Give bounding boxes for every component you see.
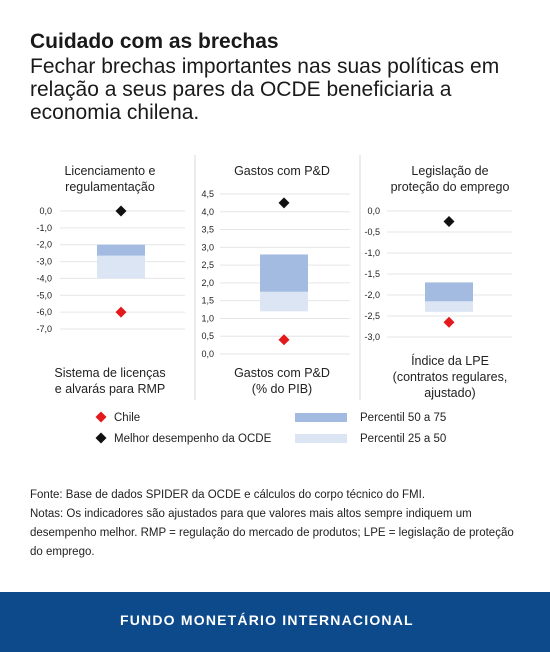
y-tick-label: 2,0 [201, 278, 214, 288]
y-tick-label: -3,0 [36, 257, 52, 267]
legend-chile-label: Chile [114, 412, 140, 424]
best-oecd-marker [115, 205, 127, 217]
box-p50-p75 [260, 254, 308, 292]
y-tick-label: -1,0 [364, 248, 380, 258]
y-tick-label: -4,0 [36, 273, 52, 283]
panel-bottom-label-line: Índice da LPE [411, 353, 489, 368]
best-oecd-marker [278, 197, 290, 209]
chile-marker [115, 306, 127, 318]
panel-title-line: Licenciamento e [64, 164, 155, 178]
y-tick-label: 0,0 [201, 349, 214, 359]
y-tick-label: 1,0 [201, 313, 214, 323]
footer-org-name: FUNDO MONETÁRIO INTERNACIONAL [120, 612, 414, 628]
chart-subtitle: Fechar brechas importantes nas suas polí… [30, 55, 500, 124]
panel-title-line: Legislação de [411, 164, 488, 178]
legend-p2550-swatch [295, 434, 347, 443]
panel-bottom-label-line: (% do PIB) [252, 382, 312, 396]
y-tick-label: -3,0 [364, 332, 380, 342]
y-tick-label: -6,0 [36, 307, 52, 317]
legend-p2550-label: Percentil 25 a 50 [360, 433, 446, 445]
legend-p5075-swatch [295, 413, 347, 422]
panel-title-line: proteção do emprego [391, 180, 510, 194]
panel-bottom-label-line: Gastos com P&D [234, 366, 330, 380]
y-tick-label: 4,0 [201, 207, 214, 217]
y-tick-label: -2,0 [36, 240, 52, 250]
legend-best-marker [95, 432, 107, 444]
y-tick-label: 0,0 [39, 206, 52, 216]
y-tick-label: 0,0 [367, 206, 380, 216]
panel-bottom-label-line: ajustado) [424, 386, 475, 400]
chart-title: Cuidado com as brechas [30, 30, 279, 53]
y-tick-label: -5,0 [36, 290, 52, 300]
y-tick-label: -1,0 [36, 223, 52, 233]
panel-bottom-label-line: e alvarás para RMP [55, 382, 165, 396]
box-p25-p50 [260, 291, 308, 312]
chile-marker [443, 316, 455, 328]
best-oecd-marker [443, 216, 455, 227]
box-p50-p75 [97, 244, 145, 256]
box-p25-p50 [97, 255, 145, 279]
y-tick-label: -2,0 [364, 290, 380, 300]
panel-title-line: Gastos com P&D [234, 164, 330, 178]
box-p25-p50 [425, 301, 473, 312]
box-p50-p75 [425, 282, 473, 302]
y-tick-label: -0,5 [364, 227, 380, 237]
definitions-note: Notas: Os indicadores são ajustados para… [30, 508, 514, 558]
notes-block: Fonte: Base de dados SPIDER da OCDE e cá… [30, 486, 525, 562]
panel-bottom-label-line: (contratos regulares, [393, 370, 508, 384]
chart-area: Licenciamento e regulamentação 0,0 -1,0 -2,0… [36, 155, 512, 445]
y-tick-label: -7,0 [36, 324, 52, 334]
chile-marker [278, 334, 290, 346]
legend-best-label: Melhor desempenho da OCDE [114, 433, 272, 445]
y-tick-label: 2,5 [201, 260, 214, 270]
panel-bottom-label-line: Sistema de licenças [54, 366, 165, 380]
y-tick-label: -2,5 [364, 311, 380, 321]
y-tick-label: 0,5 [201, 331, 214, 341]
y-tick-label: 3,0 [201, 242, 214, 252]
legend-chile-marker [95, 411, 107, 423]
y-tick-label: -1,5 [364, 269, 380, 279]
panel-title-line: regulamentação [65, 180, 155, 194]
y-tick-label: 4,5 [201, 189, 214, 199]
y-tick-label: 3,5 [201, 225, 214, 235]
footer-bar: FUNDO MONETÁRIO INTERNACIONAL [0, 592, 550, 652]
source-note: Fonte: Base de dados SPIDER da OCDE e cá… [30, 489, 426, 501]
legend-p5075-label: Percentil 50 a 75 [360, 412, 446, 424]
y-tick-label: 1,5 [201, 296, 214, 306]
